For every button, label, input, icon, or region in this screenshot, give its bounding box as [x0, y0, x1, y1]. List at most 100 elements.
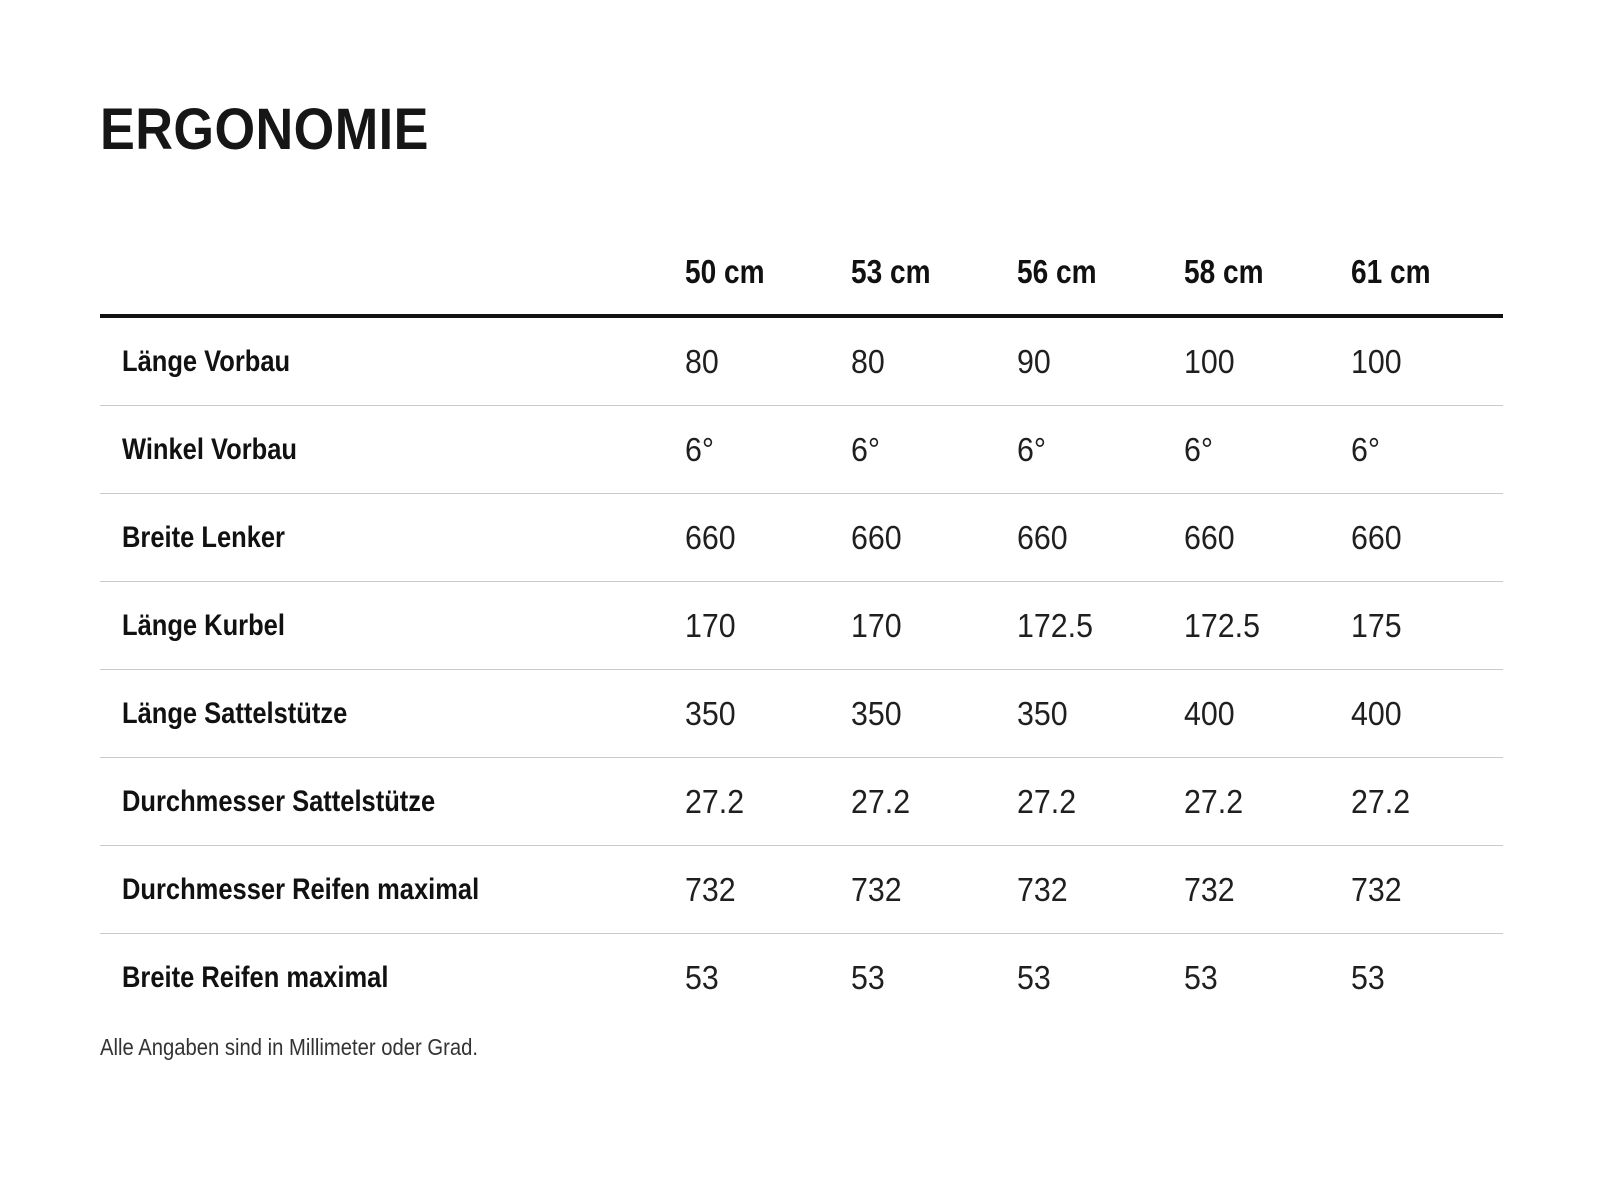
size-column-header-text: 58 cm [1184, 253, 1264, 290]
table-cell-value-text: 80 [851, 342, 885, 380]
table-cell-value-text: 6° [1184, 430, 1214, 468]
size-column-header-text: 56 cm [1017, 253, 1097, 290]
row-label-text: Durchmesser Reifen maximal [122, 872, 480, 906]
table-row: Länge Sattelstütze 350 350 350 400 400 [100, 670, 1503, 758]
row-label: Winkel Vorbau [100, 433, 685, 467]
table-cell-value-text: 53 [685, 958, 719, 996]
table-cell-value: 90 [1017, 343, 1184, 381]
table-cell-value-text: 27.2 [1017, 782, 1077, 820]
row-label: Länge Sattelstütze [100, 697, 685, 731]
table-cell-value-text: 100 [1351, 342, 1402, 380]
table-cell-value-text: 172.5 [1017, 606, 1093, 644]
row-label-text: Durchmesser Sattelstütze [122, 784, 436, 818]
table-cell-value-text: 350 [685, 694, 736, 732]
table-cell-value-text: 660 [1351, 518, 1402, 556]
table-cell-value: 80 [851, 343, 1017, 381]
table-row: Länge Vorbau 80 80 90 100 100 [100, 318, 1503, 406]
size-column-header: 58 cm [1184, 253, 1351, 291]
table-cell-value: 53 [851, 959, 1017, 997]
table-cell-value-text: 27.2 [851, 782, 911, 820]
table-cell-value-text: 80 [685, 342, 719, 380]
table-cell-value-text: 660 [1017, 518, 1068, 556]
table-cell-value: 6° [851, 431, 1017, 469]
row-label: Breite Lenker [100, 521, 685, 555]
row-label-text: Winkel Vorbau [122, 432, 297, 466]
table-cell-value-text: 732 [1184, 870, 1235, 908]
table-cell-value-text: 53 [1351, 958, 1385, 996]
table-row: Länge Kurbel 170 170 172.5 172.5 175 [100, 582, 1503, 670]
table-cell-value: 27.2 [851, 783, 1017, 821]
size-column-header: 53 cm [851, 253, 1017, 291]
table-cell-value-text: 100 [1184, 342, 1235, 380]
size-column-header: 61 cm [1351, 253, 1503, 291]
size-column-header-text: 61 cm [1351, 253, 1431, 290]
table-row: Breite Reifen maximal 53 53 53 53 53 [100, 934, 1503, 1021]
table-cell-value-text: 660 [685, 518, 736, 556]
table-cell-value-text: 732 [851, 870, 902, 908]
table-cell-value-text: 400 [1351, 694, 1402, 732]
table-cell-value-text: 6° [851, 430, 881, 468]
table-cell-value: 400 [1184, 695, 1351, 733]
table-cell-value: 660 [685, 519, 851, 557]
table-cell-value-text: 6° [1351, 430, 1381, 468]
table-cell-value: 350 [1017, 695, 1184, 733]
table-row: Durchmesser Reifen maximal 732 732 732 732 73… [100, 846, 1503, 934]
table-cell-value: 170 [685, 607, 851, 645]
table-cell-value-text: 660 [1184, 518, 1235, 556]
table-cell-value: 80 [685, 343, 851, 381]
table-cell-value-text: 27.2 [1351, 782, 1411, 820]
size-column-header: 50 cm [685, 253, 851, 291]
units-footnote-text: Alle Angaben sind in Millimeter oder Gra… [100, 1034, 479, 1060]
table-cell-value-text: 660 [851, 518, 902, 556]
table-cell-value: 6° [1351, 431, 1503, 469]
table-cell-value-text: 732 [685, 870, 736, 908]
table-cell-value: 6° [685, 431, 851, 469]
row-label: Durchmesser Reifen maximal [100, 873, 685, 907]
row-label: Breite Reifen maximal [100, 961, 685, 995]
table-cell-value: 170 [851, 607, 1017, 645]
table-cell-value-text: 170 [685, 606, 736, 644]
table-header-row: 50 cm 53 cm 56 cm 58 cm 61 cm [100, 230, 1503, 318]
table-body: Länge Vorbau 80 80 90 100 100 Winkel Vorbau 6° 6… [100, 318, 1503, 1021]
table-cell-value-text: 175 [1351, 606, 1402, 644]
table-cell-value: 53 [1351, 959, 1503, 997]
table-cell-value: 6° [1017, 431, 1184, 469]
table-cell-value: 175 [1351, 607, 1503, 645]
table-cell-value-text: 6° [685, 430, 715, 468]
table-cell-value: 732 [1017, 871, 1184, 909]
table-cell-value: 732 [1351, 871, 1503, 909]
table-cell-value-text: 350 [1017, 694, 1068, 732]
table-cell-value: 660 [851, 519, 1017, 557]
row-label-text: Breite Reifen maximal [122, 960, 389, 994]
table-cell-value: 6° [1184, 431, 1351, 469]
row-label-text: Länge Kurbel [122, 608, 285, 642]
table-cell-value: 172.5 [1017, 607, 1184, 645]
table-cell-value: 27.2 [685, 783, 851, 821]
size-column-header-text: 50 cm [685, 253, 765, 290]
table-cell-value-text: 27.2 [1184, 782, 1244, 820]
table-cell-value-text: 53 [1017, 958, 1051, 996]
table-cell-value-text: 90 [1017, 342, 1051, 380]
row-label: Länge Vorbau [100, 345, 685, 379]
table-cell-value: 53 [685, 959, 851, 997]
table-cell-value-text: 6° [1017, 430, 1047, 468]
table-cell-value-text: 170 [851, 606, 902, 644]
table-cell-value: 27.2 [1351, 783, 1503, 821]
table-cell-value-text: 172.5 [1184, 606, 1260, 644]
table-cell-value: 350 [685, 695, 851, 733]
table-cell-value: 400 [1351, 695, 1503, 733]
table-cell-value: 732 [685, 871, 851, 909]
table-cell-value-text: 53 [851, 958, 885, 996]
table-cell-value: 53 [1017, 959, 1184, 997]
table-row: Winkel Vorbau 6° 6° 6° 6° 6° [100, 406, 1503, 494]
table-cell-value: 27.2 [1017, 783, 1184, 821]
page-title-text: ERGONOMIE [100, 97, 429, 162]
table-cell-value: 732 [851, 871, 1017, 909]
row-label-text: Länge Vorbau [122, 344, 291, 378]
table-cell-value: 53 [1184, 959, 1351, 997]
table-cell-value-text: 27.2 [685, 782, 745, 820]
table-cell-value-text: 400 [1184, 694, 1235, 732]
page-title: ERGONOMIE [100, 100, 465, 160]
table-cell-value-text: 53 [1184, 958, 1218, 996]
units-footnote: Alle Angaben sind in Millimeter oder Gra… [100, 1034, 530, 1061]
